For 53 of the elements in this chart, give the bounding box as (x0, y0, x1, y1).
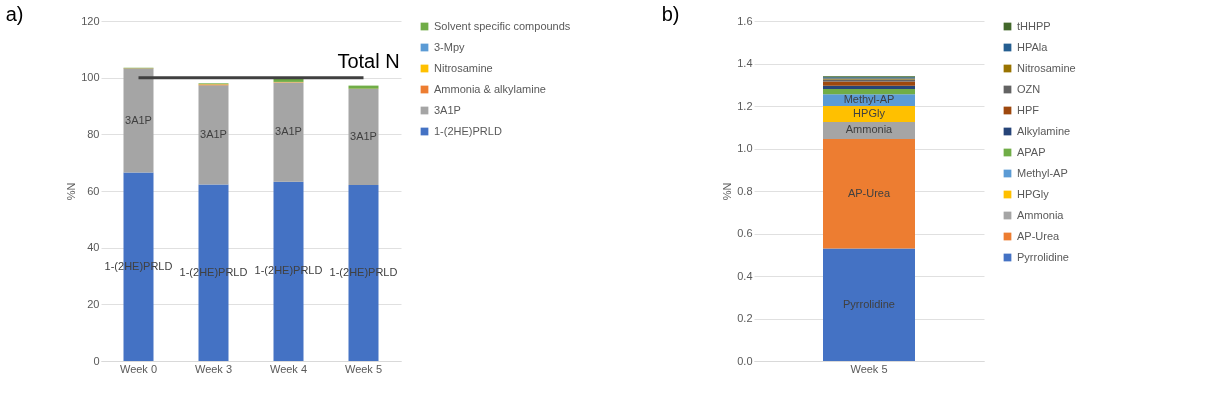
y-axis-title: %N (721, 182, 734, 201)
legend-label: Nitrosamine (434, 61, 493, 74)
legend-label: tHHPP (1017, 19, 1051, 32)
y-tick-label: 1.0 (737, 142, 753, 154)
legend-label: HPAla (1017, 40, 1049, 53)
y-tick-label: 0.8 (737, 184, 753, 197)
x-tick-label: Week 5 (344, 362, 383, 375)
y-tick-label: 0 (93, 354, 100, 367)
legend-label: Methyl-AP (1017, 166, 1068, 179)
x-tick-label: Week 0 (119, 362, 158, 375)
y-tick-label: 60 (87, 184, 100, 197)
text: 3A1P (200, 127, 227, 140)
legend-label: OZN (1017, 82, 1041, 95)
chart-title: b) (661, 3, 680, 25)
y-axis-title: %N (65, 182, 78, 201)
y-tick-label: 1.4 (737, 57, 753, 69)
y-tick-label: 0.6 (737, 227, 753, 239)
x-tick-label: Week 3 (194, 362, 233, 375)
legend-label: 3A1P (434, 103, 461, 116)
legend-label: Alkylamine (1017, 124, 1071, 137)
y-tick-label: 80 (87, 127, 100, 140)
legend-label: 3-Mpy (434, 40, 466, 53)
y-tick-label: 120 (81, 14, 100, 27)
legend-label: APAP (1017, 145, 1046, 158)
legend-label: HPGly (1017, 187, 1050, 200)
legend-label: Nitrosamine (1017, 61, 1076, 74)
y-tick-label: 40 (87, 241, 100, 254)
text: Ammonia (845, 123, 893, 136)
legend-label: HPF (1017, 103, 1040, 116)
y-tick-label: 100 (81, 71, 100, 84)
legend-label: 1-(2HE)PRLD (434, 124, 502, 137)
y-tick-label: 1.2 (737, 99, 753, 112)
text: 3A1P (275, 125, 302, 138)
y-tick-label: 1.6 (737, 14, 753, 27)
y-tick-label: 0.4 (737, 269, 753, 282)
x-tick-label: Week 5 (850, 362, 888, 375)
chart-title: a) (5, 3, 24, 25)
y-tick-label: 0.0 (737, 354, 753, 367)
legend-label: Ammonia & alkylamine (434, 82, 546, 95)
text: AP-Urea (847, 186, 891, 199)
text: HPGly (853, 106, 885, 119)
y-tick-label: 20 (87, 297, 100, 310)
text: 3A1P (125, 113, 152, 126)
legend-label: AP-Urea (1017, 229, 1061, 242)
ref-line-label: Total N (337, 49, 400, 72)
text: Pyrrolidine (843, 297, 895, 310)
text: 3A1P (350, 130, 377, 143)
legend-label: Ammonia (1017, 208, 1065, 221)
x-tick-label: Week 4 (269, 362, 308, 375)
legend-label: Pyrrolidine (1017, 250, 1069, 263)
text: Methyl-AP (843, 93, 895, 106)
legend-label: Solvent specific compounds (434, 19, 571, 32)
y-tick-label: 0.2 (737, 312, 753, 324)
